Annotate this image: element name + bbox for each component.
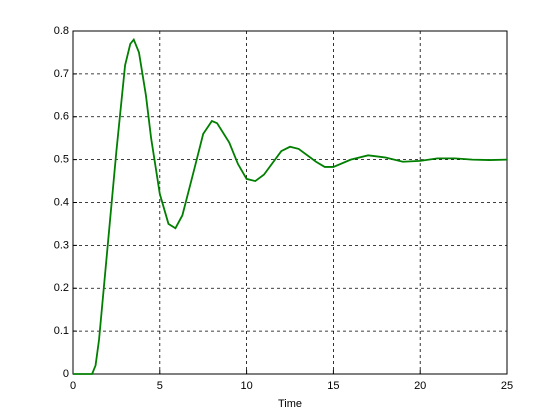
data-line bbox=[73, 37, 508, 375]
x-tick-label: 0 bbox=[70, 380, 76, 392]
y-tick-label: 0.4 bbox=[54, 196, 69, 208]
y-tick-label: 0.2 bbox=[54, 282, 69, 294]
y-tick-label: 0 bbox=[63, 368, 69, 380]
y-tick-label: 0.7 bbox=[54, 68, 69, 80]
plot-frame bbox=[72, 30, 508, 375]
x-tick-label: 20 bbox=[414, 380, 426, 392]
y-tick-label: 0.6 bbox=[54, 111, 69, 123]
y-tick-label: 0.5 bbox=[54, 154, 69, 166]
y-tick-label: 0.3 bbox=[54, 239, 69, 251]
x-axis-label: Time bbox=[278, 398, 302, 410]
x-tick-label: 10 bbox=[240, 380, 252, 392]
x-tick-label: 15 bbox=[327, 380, 339, 392]
x-tick-label: 25 bbox=[501, 380, 513, 392]
y-tick-label: 0.1 bbox=[54, 325, 69, 337]
x-tick-label: 5 bbox=[157, 380, 163, 392]
y-tick-label: 0.8 bbox=[54, 25, 69, 37]
